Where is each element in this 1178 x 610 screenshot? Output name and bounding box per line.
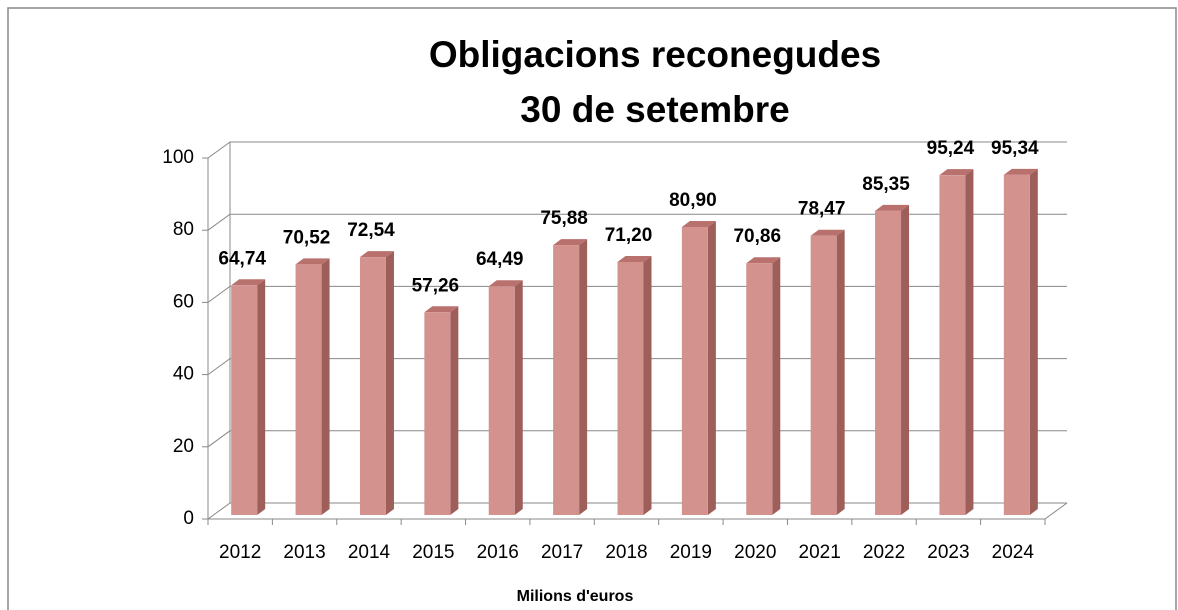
y-tick-label: 40 <box>173 364 194 385</box>
bar-face <box>746 263 773 515</box>
grid-line <box>207 358 1067 376</box>
data-label: 85,35 <box>862 174 910 195</box>
bar-face <box>746 257 781 264</box>
chart-title: Obligacions reconegudes <box>429 34 881 75</box>
y-tick-label: 80 <box>173 219 194 240</box>
bar-face <box>359 257 386 515</box>
bar <box>617 255 652 515</box>
bar-face <box>553 239 588 246</box>
bar-face <box>295 264 322 515</box>
data-label: 70,52 <box>283 227 331 248</box>
bar-face <box>257 279 266 515</box>
bar-face <box>875 210 902 515</box>
bar-face <box>1003 174 1030 515</box>
data-label: 57,26 <box>412 275 460 296</box>
bar-face <box>231 279 266 286</box>
bar <box>810 229 845 515</box>
bar <box>875 204 910 515</box>
grid-line <box>207 213 1067 231</box>
bar-face <box>617 261 644 515</box>
bar <box>231 279 266 515</box>
bar-face <box>424 312 451 515</box>
bar <box>681 220 716 516</box>
x-tick-label: 2022 <box>863 542 905 563</box>
grid-line <box>207 285 1067 303</box>
floor-edge <box>1044 502 1068 520</box>
bar-face <box>772 257 781 515</box>
bar-face <box>1029 168 1038 515</box>
bar <box>488 280 523 515</box>
x-tick-label: 2018 <box>605 542 647 563</box>
data-label: 80,90 <box>669 190 717 211</box>
y-tick-label: 20 <box>173 436 194 457</box>
chart-frame <box>7 7 1177 610</box>
bar <box>424 306 459 515</box>
x-axis-label: Milions d'euros <box>517 588 634 605</box>
y-tick-label: 60 <box>173 291 194 312</box>
x-tick-label: 2013 <box>283 542 325 563</box>
data-label: 64,49 <box>476 249 524 270</box>
bar-face <box>1003 168 1038 175</box>
bar <box>1003 168 1038 515</box>
data-label: 72,54 <box>347 220 395 241</box>
bar-face <box>488 286 515 515</box>
bar-face <box>359 251 394 258</box>
bar-face <box>810 229 845 236</box>
grid-line <box>207 502 1067 520</box>
bar-face <box>231 285 258 515</box>
bar-face <box>385 251 394 515</box>
bar-face <box>617 255 652 262</box>
bar-face <box>643 255 652 515</box>
x-tick-label: 2014 <box>348 542 391 563</box>
data-label: 71,20 <box>605 225 653 246</box>
x-tick-label: 2012 <box>219 542 261 563</box>
bar-face <box>836 229 845 515</box>
bar-face <box>553 245 580 516</box>
bar-face <box>424 306 459 313</box>
x-tick-label: 2015 <box>412 542 454 563</box>
bar <box>359 251 394 515</box>
chart-title: 30 de setembre <box>520 89 789 130</box>
data-label: 64,74 <box>218 248 266 269</box>
x-tick-label: 2016 <box>477 542 519 563</box>
bar-face <box>681 226 708 516</box>
data-label: 78,47 <box>798 199 846 220</box>
x-tick-label: 2021 <box>799 542 841 563</box>
bar-face <box>295 258 330 265</box>
bar <box>295 258 330 515</box>
grid-line <box>207 141 1067 159</box>
bar-face <box>321 258 330 515</box>
x-tick-label: 2017 <box>541 542 583 563</box>
bar-face <box>810 235 837 515</box>
bar-face <box>901 204 910 515</box>
bar-face <box>939 175 966 515</box>
bar-face <box>514 280 523 515</box>
y-tick-label: 100 <box>162 147 194 168</box>
y-tick-label: 0 <box>183 508 194 529</box>
bar-face <box>579 239 588 516</box>
bar-face <box>875 204 910 211</box>
bar <box>939 169 974 515</box>
data-label: 75,88 <box>540 208 588 229</box>
data-label: 70,86 <box>733 226 781 247</box>
x-tick-label: 2019 <box>670 542 712 563</box>
bar-face <box>965 169 974 515</box>
bar <box>746 257 781 515</box>
bar <box>553 239 588 516</box>
bar-face <box>707 220 716 516</box>
bar-face <box>488 280 523 287</box>
x-tick-label: 2024 <box>992 542 1035 563</box>
x-tick-label: 2023 <box>927 542 969 563</box>
bar-face <box>681 220 716 227</box>
data-label: 95,34 <box>991 138 1039 159</box>
data-label: 95,24 <box>927 138 975 159</box>
bar-face <box>450 306 459 515</box>
bar-face <box>939 169 974 176</box>
x-tick-label: 2020 <box>734 542 776 563</box>
grid-line <box>207 430 1067 448</box>
